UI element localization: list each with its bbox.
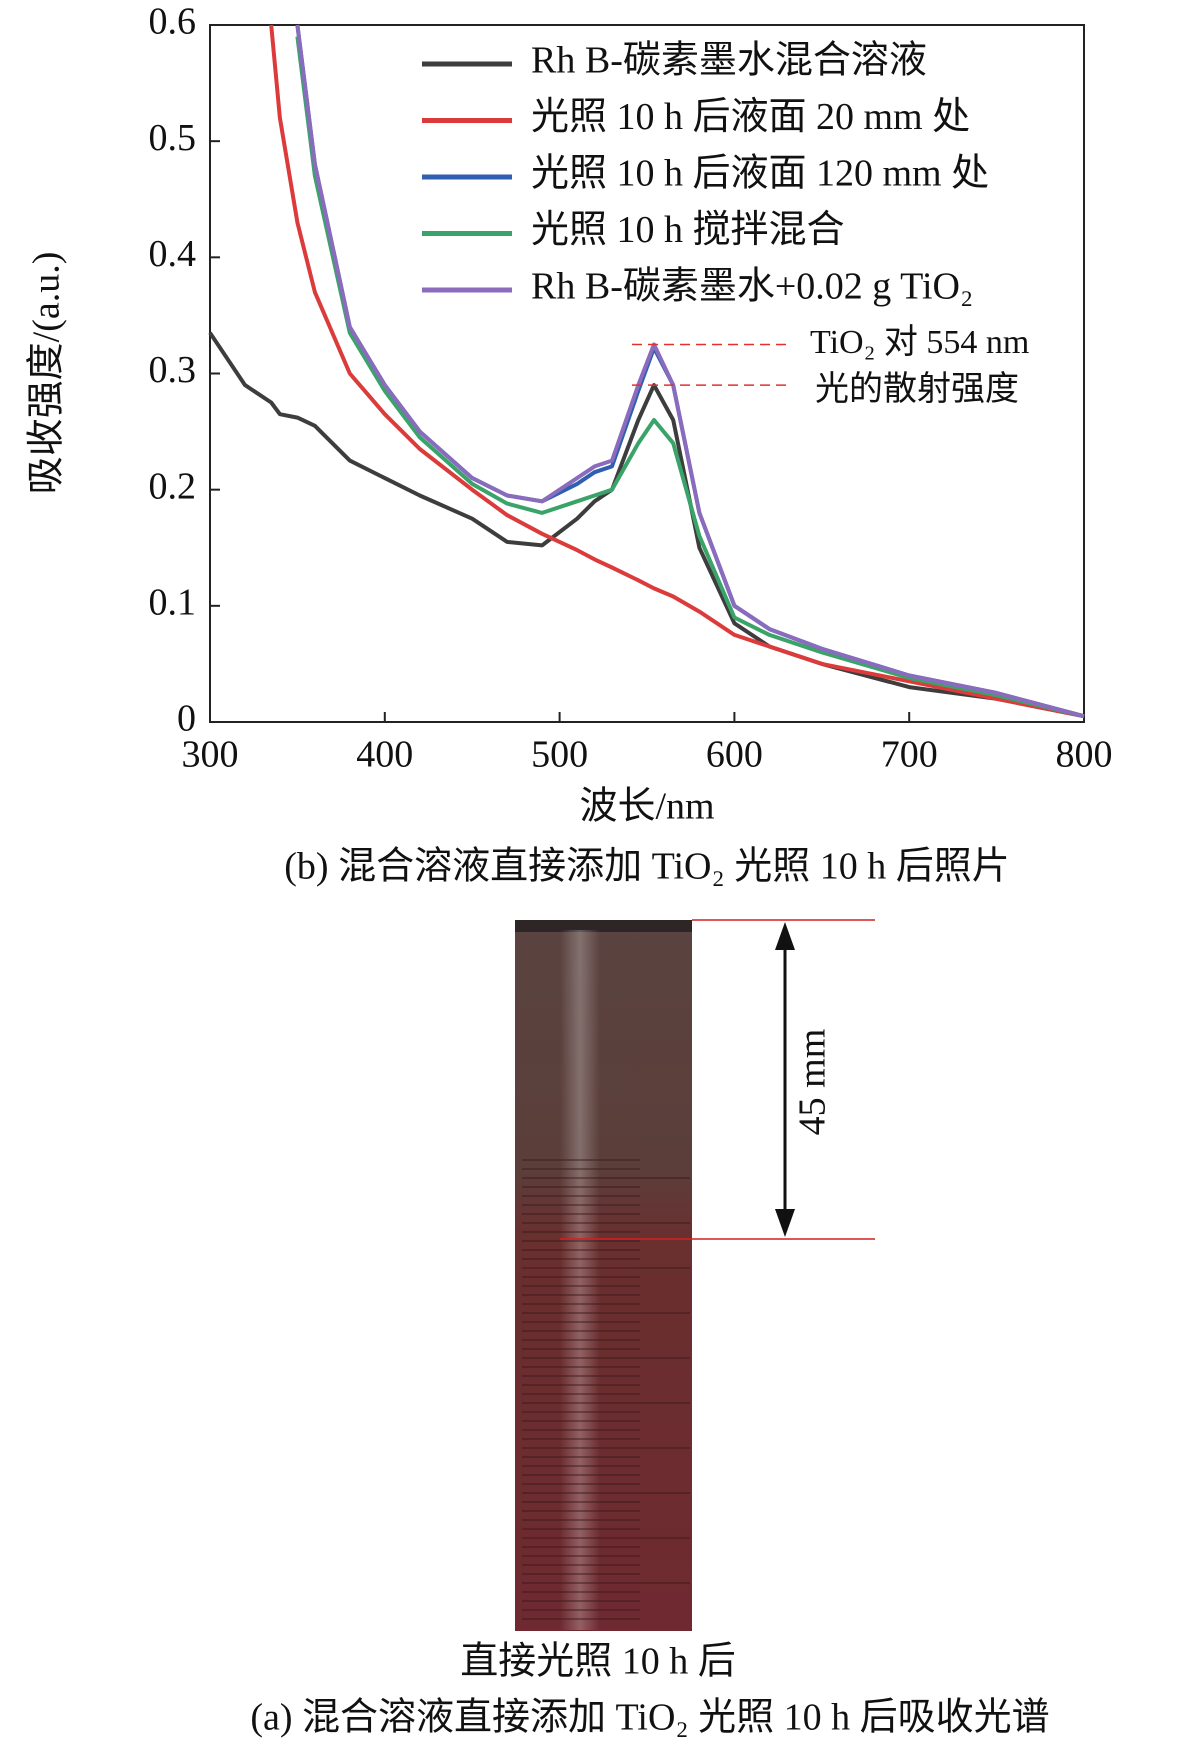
tube xyxy=(515,920,692,1631)
legend-label: Rh B-碳素墨水混合溶液 xyxy=(531,40,927,82)
y-tick-label: 0.1 xyxy=(149,582,197,624)
y-tick-label: 0.6 xyxy=(149,1,197,43)
annotation: TiO₂ 对 554 nm xyxy=(810,323,1029,361)
caption-a: (a) 混合溶液直接添加 TiO₂ 光照 10 h 后吸收光谱 xyxy=(250,1697,1049,1739)
x-tick-label: 600 xyxy=(706,734,763,776)
y-tick-label: 0.4 xyxy=(149,233,197,275)
x-tick-label: 700 xyxy=(881,734,938,776)
y-tick-label: 0.2 xyxy=(149,465,197,507)
photo: 45 mm xyxy=(515,919,875,1631)
series-line xyxy=(295,24,1085,719)
x-tick-label: 800 xyxy=(1056,734,1113,776)
x-tick-label: 500 xyxy=(531,734,588,776)
x-tick-label: 300 xyxy=(182,734,239,776)
caption-b: (b) 混合溶液直接添加 TiO₂ 光照 10 h 后照片 xyxy=(284,846,1009,888)
y-axis-label: 吸收强度/(a.u.) xyxy=(26,252,68,495)
y-tick-label: 0.3 xyxy=(149,349,197,391)
legend-label: 光照 10 h 搅拌混合 xyxy=(531,209,845,251)
series-line xyxy=(295,36,1085,719)
y-tick-label: 0.5 xyxy=(149,117,197,159)
legend-label: 光照 10 h 后液面 20 mm 处 xyxy=(531,96,970,138)
tube-rim xyxy=(515,920,692,932)
y-tick-label: 0 xyxy=(177,698,196,740)
annotation: 光的散射强度 xyxy=(815,370,1019,408)
graduations xyxy=(522,1159,690,1620)
photo-label: 直接光照 10 h 后 xyxy=(460,1641,736,1683)
x-tick-label: 400 xyxy=(356,734,413,776)
tube-shine xyxy=(560,930,600,1630)
x-axis-label: 波长/nm xyxy=(579,786,714,828)
measure-label: 45 mm xyxy=(792,1029,834,1136)
legend-label: 光照 10 h 后液面 120 mm 处 xyxy=(531,153,989,195)
series-line xyxy=(269,24,1085,719)
legend-label: Rh B-碳素墨水+0.02 g TiO₂ xyxy=(531,266,973,308)
